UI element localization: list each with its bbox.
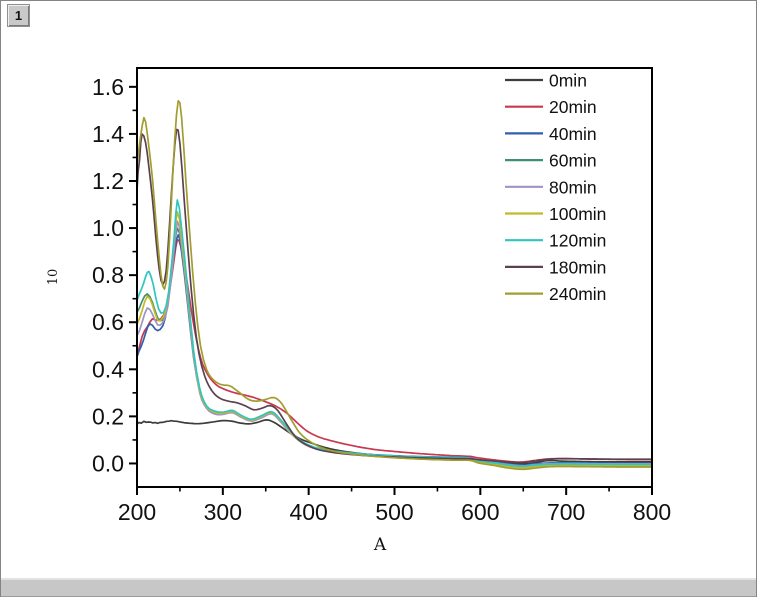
series-line-240min	[137, 99, 652, 471]
legend-item-60min[interactable]: 60min	[505, 151, 597, 171]
legend-item-100min[interactable]: 100min	[505, 204, 606, 224]
legend-label-60min: 60min	[549, 151, 597, 171]
x-tick-label: 600	[461, 499, 499, 525]
y-tick-label: 1.2	[92, 168, 124, 194]
x-tick-label: 700	[547, 499, 585, 525]
axes: 200 300 400 500 600 700 800 0.0 0.2 0.4 0.6 0.8 1.0 1…	[92, 67, 671, 525]
y-tick-label: 1.0	[92, 215, 124, 241]
legend-item-20min[interactable]: 20min	[505, 97, 597, 117]
y-tick-label: 0.8	[92, 262, 124, 288]
legend-label-180min: 180min	[549, 257, 606, 277]
x-tick-label: 800	[633, 499, 671, 525]
legend-label-80min: 80min	[549, 177, 597, 197]
y-tick-label: 0.4	[92, 356, 124, 382]
legend-label-120min: 120min	[549, 231, 606, 251]
series-line-120min	[137, 199, 652, 468]
y-tick-label: 0.6	[92, 309, 124, 335]
legend-label-40min: 40min	[549, 124, 597, 144]
legend-item-240min[interactable]: 240min	[505, 284, 606, 304]
y-tick-label: 0.0	[92, 450, 124, 476]
legend-item-0min[interactable]: 0min	[505, 71, 587, 91]
graph-window-tab-badge[interactable]: 1	[7, 4, 30, 27]
legend-item-180min[interactable]: 180min	[505, 257, 606, 277]
y-tick-label: 1.4	[92, 121, 124, 147]
legend-label-0min: 0min	[549, 71, 587, 91]
legend-item-40min[interactable]: 40min	[505, 124, 597, 144]
legend-label-20min: 20min	[549, 97, 597, 117]
x-tick-label: 200	[118, 499, 156, 525]
spectra-chart: 200 300 400 500 600 700 800 0.0 0.2 0.4 0.6 0.8 1.0 1…	[46, 67, 671, 555]
series-group	[137, 99, 652, 471]
x-tick-label: 300	[204, 499, 242, 525]
y-tick-label: 1.6	[92, 74, 124, 100]
legend-item-120min[interactable]: 120min	[505, 231, 606, 251]
legend[interactable]: 0min 20min 40min 60min 80min 100min 120min 180m…	[505, 71, 606, 305]
y-tick-label: 0.2	[92, 403, 124, 429]
x-tick-label: 400	[289, 499, 327, 525]
legend-item-80min[interactable]: 80min	[505, 177, 597, 197]
legend-label-100min: 100min	[549, 204, 606, 224]
horizontal-scrollbar[interactable]	[1, 578, 756, 597]
x-axis-title: A	[373, 535, 387, 555]
y-axis-title: 10	[46, 269, 61, 286]
x-tick-label: 500	[375, 499, 413, 525]
legend-label-240min: 240min	[549, 284, 606, 304]
